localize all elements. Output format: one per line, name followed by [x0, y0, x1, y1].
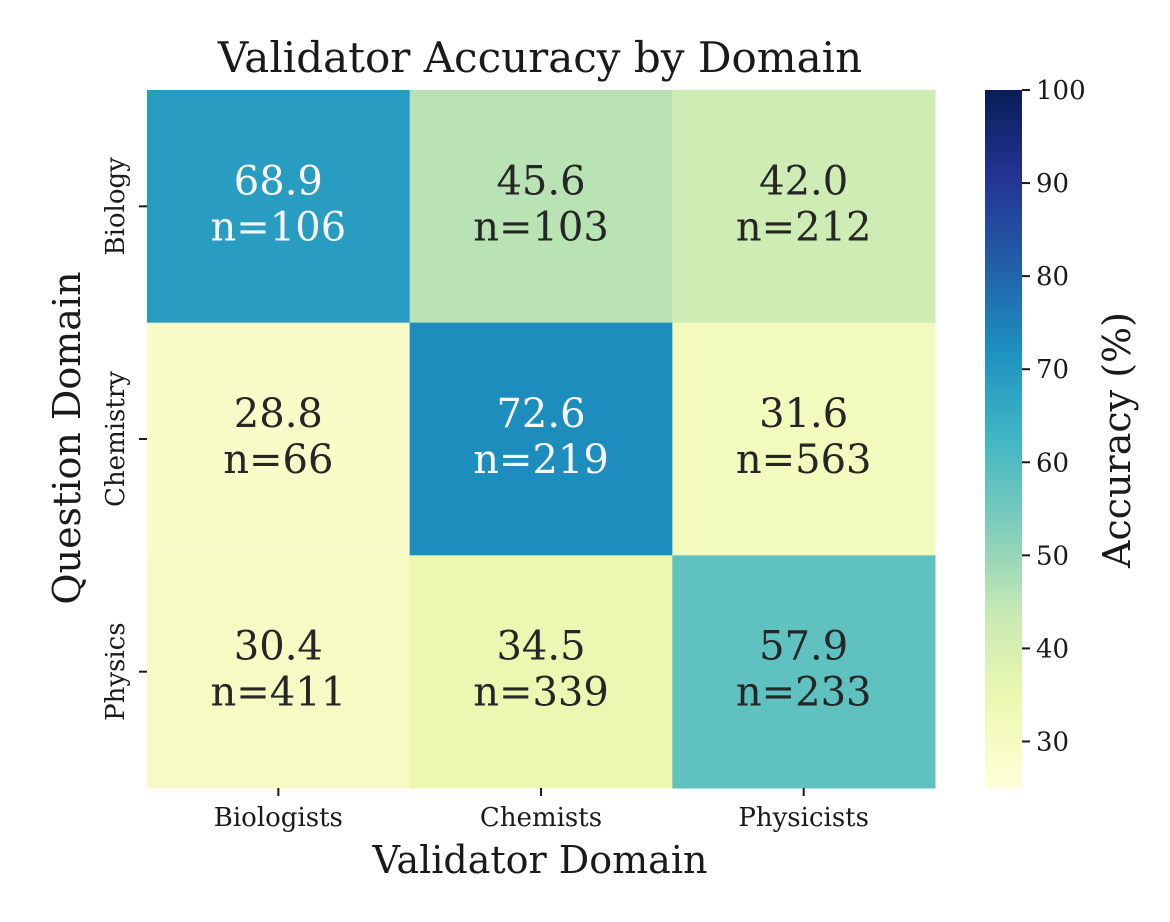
colorbar: 30 40 50 60 70 80 90 100 [985, 76, 1086, 788]
cell-value-label: 28.8 [234, 391, 323, 437]
x-axis: Biologists Chemists Physicists [214, 788, 869, 833]
heatmap-cell [672, 322, 936, 556]
cell-count-label: n=212 [736, 204, 872, 250]
heatmap-cell [409, 322, 673, 556]
cell-value-label: 31.6 [759, 391, 848, 437]
cell-count-label: n=219 [473, 437, 609, 483]
cell-count-label: n=66 [223, 437, 333, 483]
colorbar-label: Accuracy (%) [1095, 312, 1139, 569]
cell-count-label: n=103 [473, 204, 609, 250]
colorbar-ticks: 30 40 50 60 70 80 90 100 [1022, 76, 1086, 757]
x-tick-label: Biologists [214, 803, 343, 833]
colorbar-gradient [985, 90, 1022, 788]
y-tick-label: Chemistry [101, 371, 131, 507]
colorbar-tick-label: 60 [1036, 448, 1069, 478]
heatmap-cell [409, 555, 673, 789]
x-tick-label: Chemists [480, 803, 602, 833]
cell-value-label: 72.6 [496, 391, 585, 437]
cell-value-label: 42.0 [759, 158, 848, 204]
heatmap-cell [672, 90, 936, 324]
heatmap-cell [672, 555, 936, 789]
colorbar-tick-label: 90 [1036, 169, 1069, 199]
cell-value-label: 57.9 [759, 624, 848, 670]
cell-count-label: n=233 [736, 670, 872, 716]
colorbar-tick-label: 70 [1036, 355, 1069, 385]
cell-value-label: 34.5 [496, 624, 585, 670]
cell-count-label: n=411 [211, 670, 347, 716]
x-tick-label: Physicists [738, 803, 869, 833]
cell-value-label: 68.9 [234, 158, 323, 204]
cell-count-label: n=106 [211, 204, 347, 250]
cell-count-label: n=339 [473, 670, 609, 716]
heatmap-cell [147, 90, 411, 324]
y-tick-label: Physics [101, 622, 131, 721]
colorbar-tick-label: 80 [1036, 262, 1069, 292]
colorbar-tick-label: 40 [1036, 634, 1069, 664]
cell-count-label: n=563 [736, 437, 872, 483]
colorbar-tick-label: 30 [1036, 727, 1069, 757]
y-axis-label: Question Domain [45, 271, 89, 604]
y-axis: Biology Chemistry Physics [101, 157, 147, 721]
colorbar-tick-label: 50 [1036, 541, 1069, 571]
heatmap-cells: 68.9n=10645.6n=10342.0n=21228.8n=6672.6n… [147, 90, 936, 789]
heatmap-cell [147, 322, 411, 556]
y-tick-label: Biology [101, 157, 131, 256]
heatmap-cell [147, 555, 411, 789]
cell-value-label: 45.6 [496, 158, 585, 204]
heatmap-cell [409, 90, 673, 324]
x-axis-label: Validator Domain [372, 838, 708, 882]
colorbar-tick-label: 100 [1036, 76, 1086, 106]
chart-title: Validator Accuracy by Domain [217, 33, 862, 82]
cell-value-label: 30.4 [234, 624, 323, 670]
